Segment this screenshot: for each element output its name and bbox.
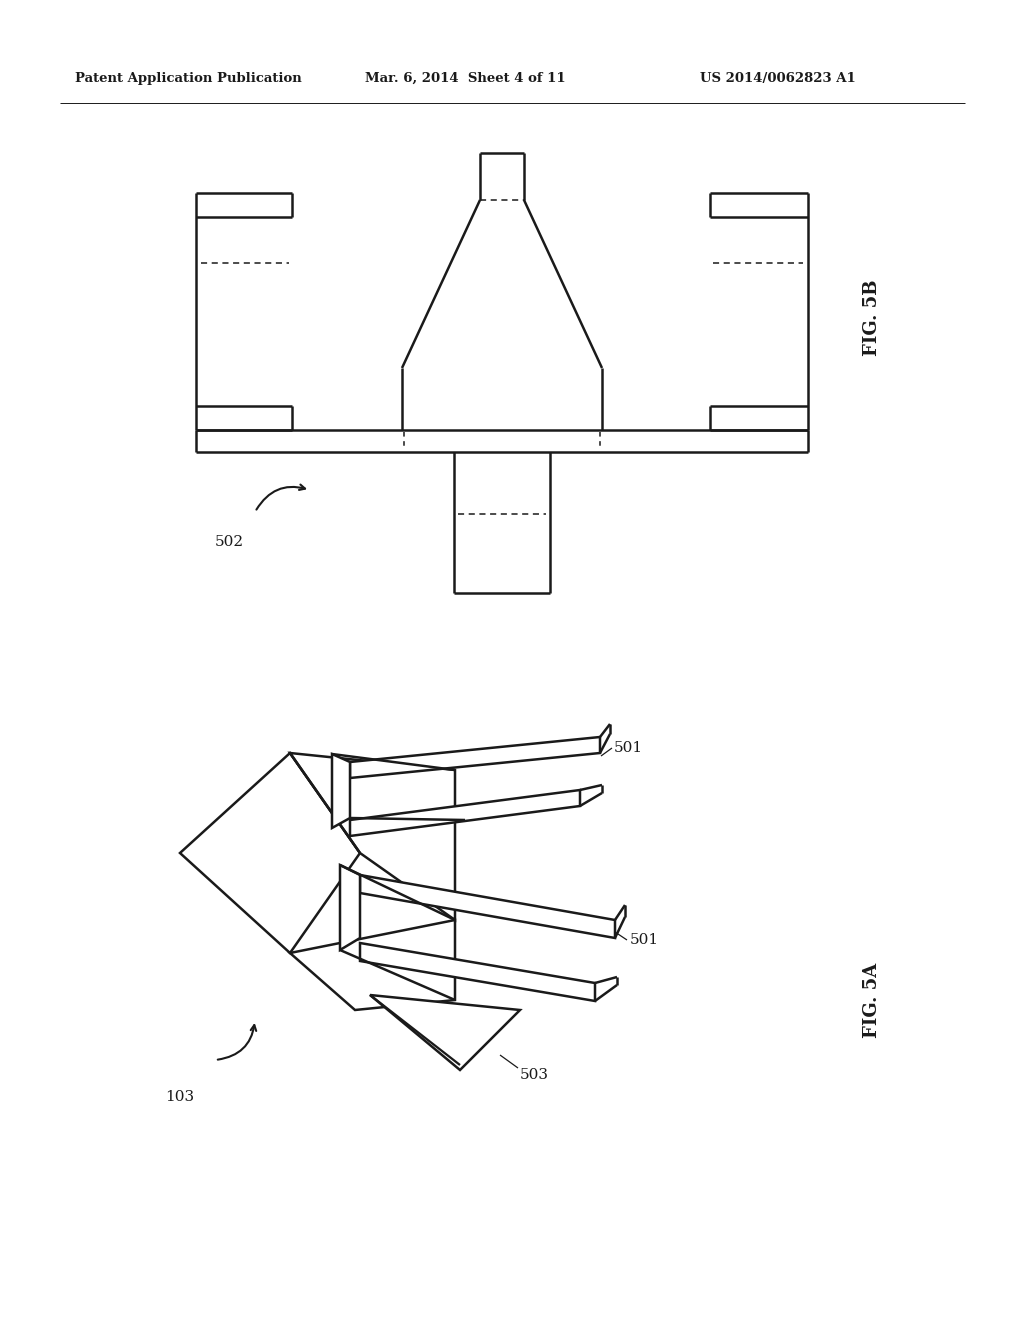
Polygon shape <box>340 865 360 950</box>
Polygon shape <box>332 754 350 828</box>
Text: FIG. 5B: FIG. 5B <box>863 280 881 356</box>
Text: Mar. 6, 2014  Sheet 4 of 11: Mar. 6, 2014 Sheet 4 of 11 <box>365 73 565 84</box>
Polygon shape <box>360 942 595 1001</box>
Text: 503: 503 <box>520 1068 549 1082</box>
Text: 501: 501 <box>630 933 659 946</box>
Text: FIG. 5A: FIG. 5A <box>863 962 881 1038</box>
Text: 502: 502 <box>215 535 244 549</box>
Polygon shape <box>180 752 360 953</box>
Polygon shape <box>360 875 615 939</box>
Text: Patent Application Publication: Patent Application Publication <box>75 73 302 84</box>
Polygon shape <box>290 920 455 1010</box>
Text: 501: 501 <box>614 741 643 755</box>
Polygon shape <box>370 995 520 1071</box>
Polygon shape <box>350 789 580 836</box>
Text: US 2014/0062823 A1: US 2014/0062823 A1 <box>700 73 856 84</box>
Polygon shape <box>290 752 455 920</box>
Text: 103: 103 <box>165 1090 195 1104</box>
Polygon shape <box>350 737 600 777</box>
